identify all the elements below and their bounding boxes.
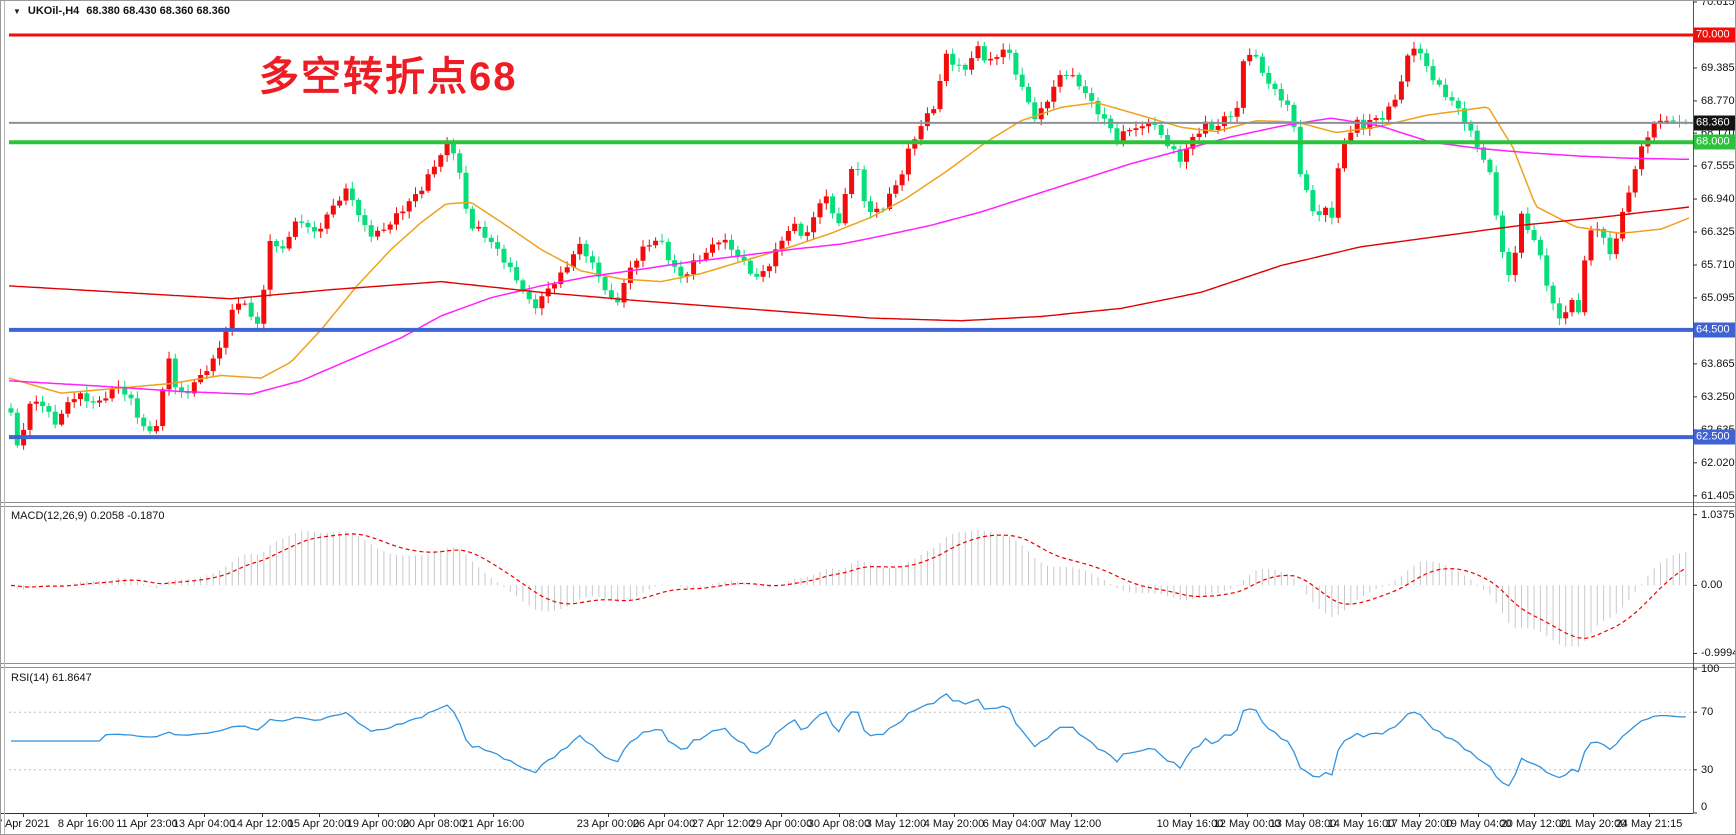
symbol-title: ▼ UKOil-,H4 68.380 68.430 68.360 68.360: [13, 5, 230, 17]
rsi-line: [11, 692, 1686, 787]
symbol-dropdown-icon[interactable]: ▼: [13, 6, 21, 16]
ma-slow-red: [8, 206, 1690, 322]
symbol-name: UKOil-,H4: [27, 5, 80, 17]
ohlc-values: 68.380 68.430 68.360 68.360: [86, 5, 231, 17]
candles: [8, 41, 1689, 450]
rsi-indicator-label: RSI(14) 61.8647: [11, 672, 92, 684]
ma-medium-magenta: [8, 117, 1690, 395]
macd-histogram: [16, 529, 1687, 647]
macd-indicator-label: MACD(12,26,9) 0.2058 -0.1870: [11, 510, 165, 522]
annotation-text: 多空转折点68: [259, 55, 518, 99]
macd-signal-line: [10, 533, 1687, 640]
ma-fast-orange: [8, 102, 1690, 394]
